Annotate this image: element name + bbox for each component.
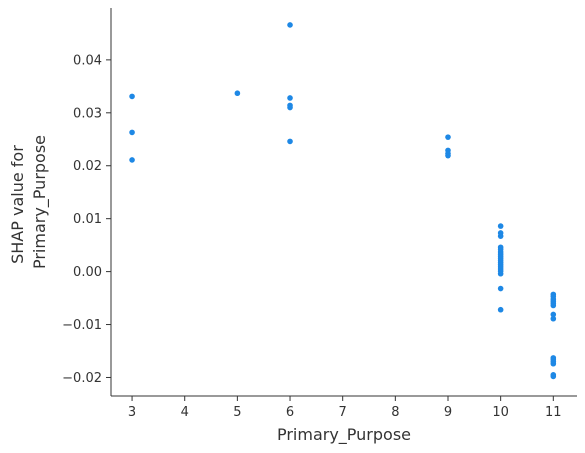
y-tick-label: 0.02 [73, 159, 102, 174]
data-point [287, 104, 293, 111]
data-point [497, 306, 504, 313]
y-tick-label: −0.02 [62, 371, 102, 386]
data-point [445, 152, 451, 159]
data-point [287, 22, 293, 28]
data-point [129, 157, 135, 163]
data-point [497, 223, 504, 229]
x-tick-label: 3 [128, 405, 136, 420]
axes-layer [110, 8, 577, 397]
points-layer [129, 22, 557, 380]
data-point [550, 311, 557, 318]
data-point [497, 285, 504, 292]
data-point [497, 270, 504, 277]
x-tick-label: 10 [492, 405, 509, 420]
data-point [129, 93, 135, 100]
y-tick-label: −0.01 [62, 318, 102, 333]
y-axis-title-line-1: SHAP value for [8, 145, 27, 264]
data-point [550, 315, 557, 322]
x-axis-title: Primary_Purpose [277, 425, 411, 445]
x-tick-label: 11 [545, 405, 562, 420]
x-tick-label: 6 [286, 405, 294, 420]
x-tick-label: 9 [444, 405, 452, 420]
x-tick-label: 4 [181, 405, 189, 420]
data-point [445, 134, 451, 140]
x-tick-label: 8 [391, 405, 399, 420]
y-tick-label: 0.03 [73, 106, 102, 121]
data-point [287, 138, 293, 145]
y-tick-label: 0.01 [73, 212, 102, 227]
data-point [287, 95, 293, 101]
ticks-layer: 3 4 5 6 7 8 9 10 11 −0.02 −0.01 0.00 0.01 0.02 0.03 0.0… [62, 53, 561, 420]
y-tick-label: 0.04 [73, 53, 102, 68]
x-tick-label: 5 [233, 405, 241, 420]
x-tick-label: 7 [339, 405, 347, 420]
y-tick-label: 0.00 [73, 265, 102, 280]
y-axis-title: SHAP value for Primary_Purpose [8, 135, 50, 269]
data-point [234, 90, 241, 97]
data-point [550, 302, 557, 309]
data-point [497, 233, 504, 239]
y-axis-title-line-2: Primary_Purpose [30, 135, 50, 269]
data-point [129, 129, 135, 136]
data-point [550, 373, 557, 380]
data-point [550, 360, 557, 367]
